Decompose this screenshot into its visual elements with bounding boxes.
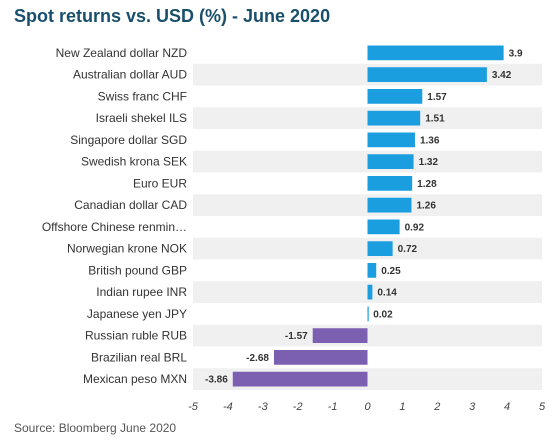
chart-title: Spot returns vs. USD (%) - June 2020 (14, 6, 331, 26)
x-tick-label: 1 (399, 401, 405, 413)
category-label: Swiss franc CHF (98, 89, 187, 103)
value-label: 1.26 (416, 201, 436, 212)
bar (367, 45, 504, 61)
bar (367, 263, 377, 278)
x-tick-label: 2 (433, 401, 440, 413)
value-label: 1.57 (427, 92, 447, 103)
x-tick-label: 5 (539, 401, 546, 413)
category-label: Australian dollar AUD (73, 68, 187, 82)
category-label: Offshore Chinese renmin… (42, 220, 187, 234)
value-label: 3.9 (509, 48, 523, 59)
bar (367, 306, 369, 322)
bar (367, 284, 373, 300)
x-tick-label: -1 (328, 401, 338, 413)
source-note: Source: Bloomberg June 2020 (14, 421, 177, 435)
x-tick-label: 0 (364, 401, 371, 413)
category-label: Canadian dollar CAD (74, 198, 187, 212)
bar (367, 110, 421, 126)
bar (367, 219, 400, 235)
category-label: Brazilian real BRL (91, 350, 187, 364)
category-label: Euro EUR (133, 176, 187, 190)
value-label: -1.57 (285, 331, 308, 342)
value-label: 1.28 (417, 179, 437, 190)
category-label: Singapore dollar SGD (70, 133, 187, 147)
value-label: 1.32 (419, 157, 439, 168)
category-label: Norwegian krone NOK (67, 242, 187, 256)
bar (367, 132, 415, 148)
bar (367, 67, 487, 82)
bar (367, 176, 413, 191)
bar (367, 154, 414, 169)
category-label: Mexican peso MXN (83, 372, 187, 386)
x-tick-label: -4 (223, 401, 233, 413)
x-tick-label: 3 (469, 401, 476, 413)
value-label: 0.72 (398, 244, 418, 255)
bar (367, 89, 423, 104)
category-label: New Zealand dollar NZD (56, 46, 188, 60)
value-label: 1.51 (425, 114, 445, 125)
value-label: 1.36 (420, 135, 440, 146)
category-label: Israeli shekel ILS (96, 111, 187, 125)
value-label: 0.92 (405, 222, 425, 233)
bar (367, 197, 412, 213)
x-tick-label: 4 (504, 401, 510, 413)
bar (232, 371, 368, 387)
category-label: British pound GBP (88, 263, 187, 277)
x-tick-label: -2 (293, 401, 303, 413)
bar (273, 350, 368, 365)
value-label: -3.86 (205, 375, 228, 386)
category-label: Indian rupee INR (96, 285, 187, 299)
category-label: Swedish krona SEK (81, 155, 187, 169)
value-label: -2.68 (246, 353, 269, 364)
x-tick-label: -3 (258, 401, 269, 413)
value-label: 0.14 (377, 288, 397, 299)
bar (312, 328, 368, 343)
value-label: 3.42 (492, 70, 512, 81)
category-label: Japanese yen JPY (87, 307, 187, 321)
bar (367, 241, 393, 256)
value-label: 0.02 (373, 309, 393, 320)
value-label: 0.25 (381, 266, 401, 277)
x-tick-label: -5 (188, 401, 199, 413)
category-label: Russian ruble RUB (85, 329, 187, 343)
